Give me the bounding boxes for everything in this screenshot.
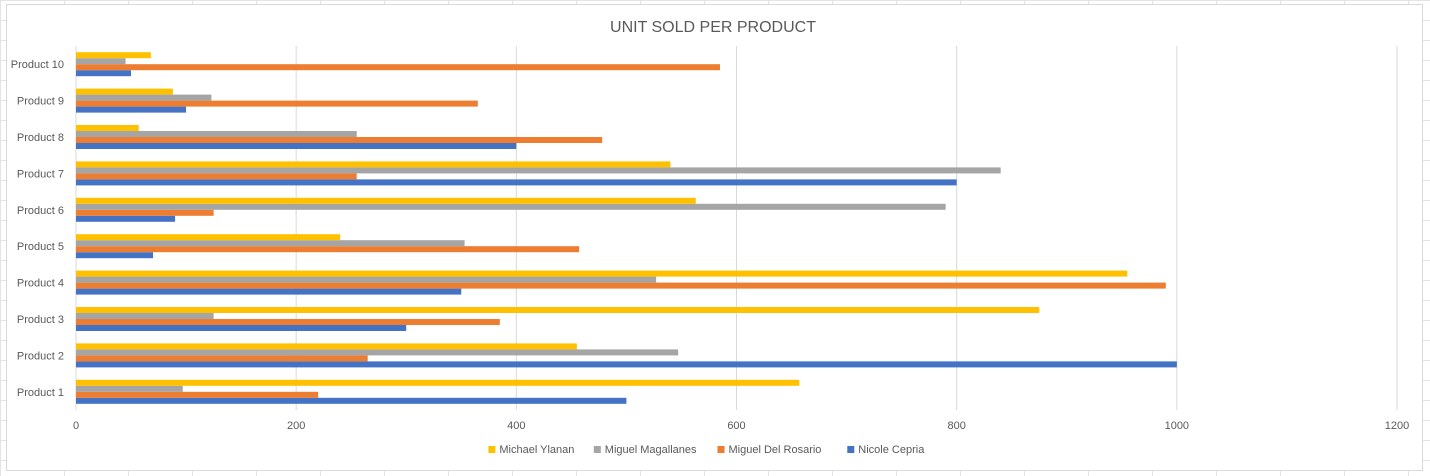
legend-label: Miguel Del Rosario: [729, 444, 822, 456]
bar-product-5-miguel-del-rosario: [76, 246, 580, 253]
x-tick-1000: 1000: [1165, 420, 1189, 432]
category-label: Product 6: [17, 205, 64, 217]
legend-label: Michael Ylanan: [499, 444, 574, 456]
legend-swatch: [847, 446, 855, 453]
x-tick-1200: 1200: [1385, 420, 1409, 432]
legend: Michael Ylanan Miguel Magallanes Miguel De…: [488, 444, 925, 456]
x-tick-600: 600: [727, 420, 745, 432]
category-label: Product 2: [17, 350, 64, 362]
bar-product-6-nicole-cepria: [76, 215, 176, 222]
bar-product-2-miguel-del-rosario: [76, 355, 368, 362]
bar-product-10-nicole-cepria: [76, 70, 132, 77]
x-tick-800: 800: [947, 420, 965, 432]
chart-area[interactable]: UNIT SOLD PER PRODUCT Product 1 Product 2…: [6, 4, 1423, 471]
bar-product-8-nicole-cepria: [76, 143, 517, 149]
category-label: Product 9: [17, 96, 64, 108]
bar-product-10-michael-ylanan: [76, 52, 151, 59]
bar-product-3-nicole-cepria: [76, 325, 407, 331]
bar-product-9-miguel-magallanes: [76, 94, 212, 101]
x-tick-400: 400: [507, 420, 525, 432]
bar-product-4-miguel-magallanes: [76, 276, 657, 283]
category-label: Product 5: [17, 241, 64, 253]
bar-product-1-nicole-cepria: [76, 397, 627, 404]
bar-product-2-miguel-magallanes: [76, 349, 679, 356]
category-label: Product 8: [17, 132, 64, 144]
bar-chart: UNIT SOLD PER PRODUCT Product 1 Product 2…: [11, 19, 1409, 456]
bar-product-4-miguel-del-rosario: [76, 282, 1166, 289]
bar-product-1-michael-ylanan: [76, 379, 800, 386]
bar-product-6-miguel-del-rosario: [76, 209, 214, 216]
legend-label: Miguel Magallanes: [605, 444, 697, 456]
category-label: Product 10: [11, 59, 64, 71]
bar-product-7-miguel-del-rosario: [76, 173, 357, 180]
category-label: Product 7: [17, 168, 64, 180]
legend-swatch: [717, 446, 725, 453]
bar-product-5-miguel-magallanes: [76, 240, 465, 247]
legend-swatch: [593, 446, 601, 453]
chart-title: UNIT SOLD PER PRODUCT: [610, 19, 816, 36]
legend-label: Nicole Cepria: [858, 444, 925, 456]
bar-product-1-miguel-magallanes: [76, 385, 183, 392]
bar-product-4-michael-ylanan: [76, 270, 1128, 277]
bar-product-5-michael-ylanan: [76, 234, 341, 241]
bar-product-10-miguel-magallanes: [76, 58, 126, 65]
category-label: Product 1: [17, 387, 64, 399]
category-labels: Product 1 Product 2 Product 3 Product 4 Prod…: [11, 59, 64, 399]
bar-product-3-miguel-magallanes: [76, 313, 214, 319]
bars: [76, 52, 1177, 404]
category-label: Product 3: [17, 314, 64, 326]
bar-product-8-miguel-del-rosario: [76, 137, 603, 143]
bar-product-3-michael-ylanan: [76, 307, 1040, 313]
bar-product-7-miguel-magallanes: [76, 167, 1001, 174]
bar-product-1-miguel-del-rosario: [76, 391, 319, 398]
bar-product-2-nicole-cepria: [76, 361, 1177, 368]
legend-swatch: [488, 446, 496, 453]
bar-product-7-michael-ylanan: [76, 161, 671, 168]
x-tick-0: 0: [73, 420, 79, 432]
bar-product-6-michael-ylanan: [76, 197, 696, 204]
category-label: Product 4: [17, 278, 64, 290]
bar-product-2-michael-ylanan: [76, 343, 577, 350]
bar-product-9-michael-ylanan: [76, 88, 173, 95]
bar-product-5-nicole-cepria: [76, 252, 154, 259]
bar-product-4-nicole-cepria: [76, 288, 462, 295]
x-tick-labels: 0 200 400 600 800 1000 1200: [73, 420, 1409, 432]
bar-product-6-miguel-magallanes: [76, 203, 946, 210]
bar-product-9-miguel-del-rosario: [76, 100, 478, 107]
bar-product-8-michael-ylanan: [76, 125, 139, 131]
bar-product-8-miguel-magallanes: [76, 131, 357, 137]
x-tick-200: 200: [287, 420, 305, 432]
bar-product-10-miguel-del-rosario: [76, 64, 720, 71]
bar-product-3-miguel-del-rosario: [76, 319, 500, 325]
bar-product-7-nicole-cepria: [76, 179, 957, 186]
bar-product-9-nicole-cepria: [76, 106, 187, 113]
